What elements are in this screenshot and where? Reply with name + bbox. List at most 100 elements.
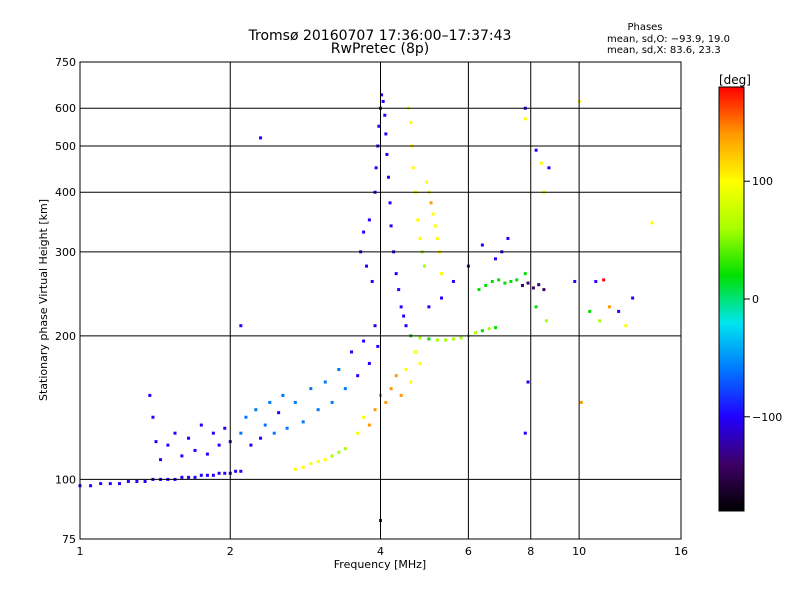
data-point	[418, 236, 422, 240]
data-point	[427, 305, 431, 309]
y-axis-label: Stationary phase Virtual Height [km]	[37, 199, 50, 401]
data-point	[381, 99, 385, 103]
data-point	[389, 224, 393, 228]
y-tick-label: 75	[62, 533, 76, 546]
x-tick-label: 10	[572, 545, 586, 558]
data-point	[617, 309, 621, 313]
chart-subtitle: RwPretec (8p)	[331, 41, 429, 57]
data-point	[526, 380, 530, 384]
data-point	[397, 288, 401, 292]
data-point	[249, 443, 253, 447]
data-point	[503, 281, 507, 285]
x-tick-label: 6	[465, 545, 472, 558]
data-point	[323, 458, 327, 462]
data-point	[394, 374, 398, 378]
data-point	[451, 337, 455, 341]
data-point	[404, 367, 408, 371]
colorbar	[718, 86, 745, 512]
data-point	[337, 367, 341, 371]
data-point	[370, 279, 374, 283]
data-point	[211, 431, 215, 435]
data-point	[356, 374, 360, 378]
y-axis: 75 100 200 300 400 500 600 750	[55, 56, 76, 546]
data-point	[159, 458, 163, 462]
colorbar-tick-label: 0	[752, 293, 759, 306]
data-point	[413, 350, 417, 354]
data-point	[534, 148, 538, 152]
data-point	[411, 166, 415, 170]
data-point	[187, 475, 191, 479]
data-point	[362, 415, 366, 419]
data-point	[330, 454, 334, 458]
x-tick-label: 1	[77, 545, 84, 558]
data-point	[409, 380, 413, 384]
data-point	[199, 473, 203, 477]
data-point	[418, 361, 422, 365]
data-point	[205, 473, 209, 477]
data-point	[301, 465, 305, 469]
colorbar-label: [deg]	[719, 73, 751, 87]
data-point	[154, 440, 158, 444]
data-point	[108, 482, 112, 486]
data-point	[539, 161, 543, 165]
data-point	[523, 272, 527, 276]
colorbar-tick-label: 100	[752, 175, 773, 188]
data-point	[254, 408, 258, 412]
data-point	[389, 387, 393, 391]
data-point	[187, 436, 191, 440]
data-point	[362, 230, 366, 234]
data-point	[459, 336, 463, 340]
data-point	[402, 314, 406, 318]
data-point	[506, 236, 510, 240]
data-point	[356, 431, 360, 435]
data-point	[399, 393, 403, 397]
data-point	[429, 201, 433, 205]
data-point	[217, 471, 221, 475]
data-points	[78, 93, 654, 523]
data-point	[367, 361, 371, 365]
data-point	[223, 426, 227, 430]
data-point	[386, 175, 390, 179]
data-point	[343, 387, 347, 391]
x-tick-label: 2	[227, 545, 234, 558]
y-tick-label: 300	[55, 246, 76, 259]
data-point	[118, 482, 122, 486]
data-point	[223, 471, 227, 475]
data-point	[531, 286, 535, 290]
data-point	[444, 338, 448, 342]
data-point	[416, 218, 420, 222]
y-tick-label: 400	[55, 186, 76, 199]
data-point	[451, 279, 455, 283]
data-point	[143, 479, 147, 483]
colorbar-tick-label: −100	[752, 411, 782, 424]
data-point	[624, 324, 628, 328]
data-point	[259, 136, 263, 140]
data-point	[367, 423, 371, 427]
data-point	[277, 411, 281, 415]
data-point	[316, 460, 320, 464]
data-point	[350, 350, 354, 354]
data-point	[497, 278, 501, 282]
data-point	[166, 443, 170, 447]
data-point	[494, 257, 498, 261]
data-point	[542, 288, 546, 292]
x-axis-label: Frequency [MHz]	[334, 558, 426, 571]
y-tick-label: 500	[55, 140, 76, 153]
data-point	[435, 236, 439, 240]
data-point	[509, 279, 513, 283]
data-point	[380, 93, 384, 97]
data-point	[547, 166, 551, 170]
data-point	[272, 431, 276, 435]
data-point	[384, 400, 388, 404]
data-point	[427, 337, 431, 341]
data-point	[180, 475, 184, 479]
data-point	[148, 393, 152, 397]
data-point	[473, 331, 477, 335]
data-point	[259, 436, 263, 440]
data-point	[388, 201, 392, 205]
data-point	[515, 278, 519, 282]
data-point	[217, 443, 221, 447]
data-point	[650, 221, 654, 225]
plot-frame	[79, 61, 682, 540]
